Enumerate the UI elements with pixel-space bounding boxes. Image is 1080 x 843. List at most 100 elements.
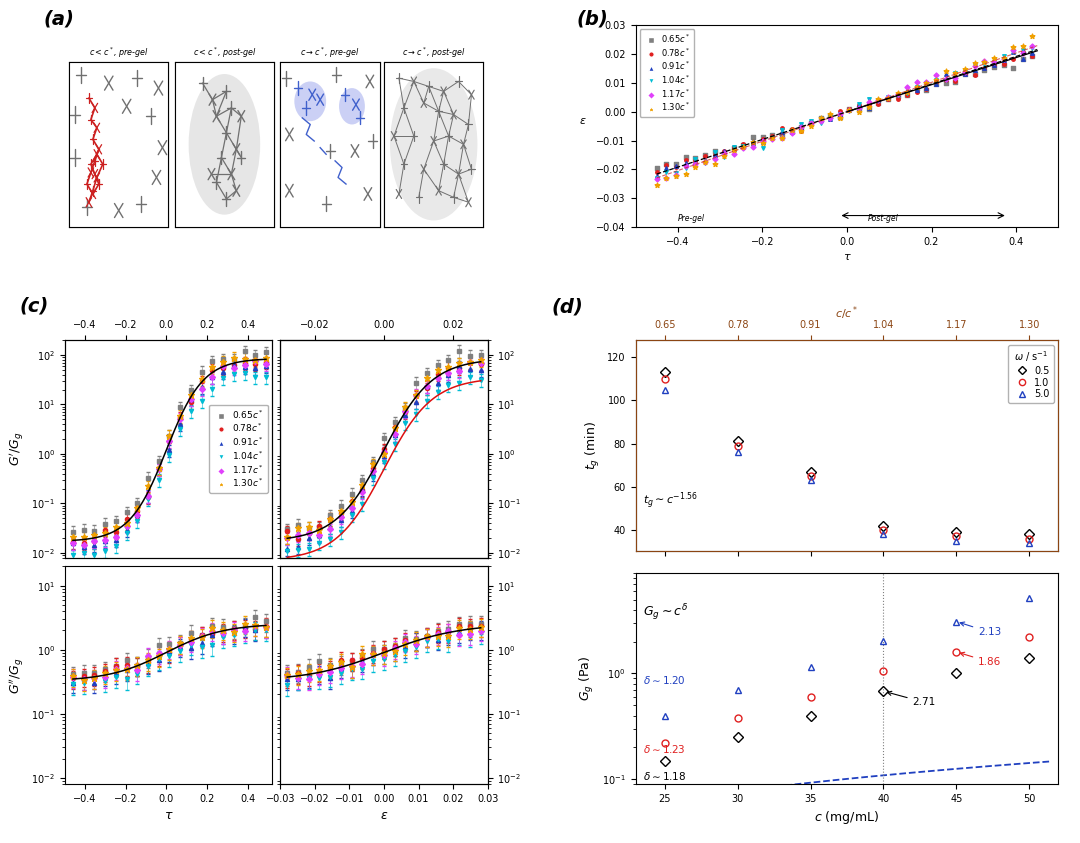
Text: $c < c^*$, pre-gel: $c < c^*$, pre-gel bbox=[89, 46, 149, 60]
Point bbox=[687, 158, 704, 171]
Point bbox=[687, 161, 704, 175]
Point bbox=[995, 58, 1012, 72]
Text: (a): (a) bbox=[43, 9, 75, 28]
Text: (d): (d) bbox=[551, 298, 583, 317]
Point bbox=[648, 179, 665, 192]
Point bbox=[658, 171, 675, 185]
Point bbox=[889, 87, 906, 100]
Ellipse shape bbox=[189, 74, 260, 215]
Point bbox=[985, 58, 1002, 72]
Point bbox=[687, 153, 704, 166]
Point bbox=[1014, 44, 1031, 57]
Point bbox=[734, 141, 752, 154]
Point bbox=[918, 76, 935, 89]
Point bbox=[908, 80, 926, 94]
Point bbox=[985, 55, 1002, 68]
Point bbox=[840, 104, 858, 117]
Point bbox=[667, 157, 685, 170]
Point bbox=[744, 130, 761, 143]
Point bbox=[648, 172, 665, 185]
Point bbox=[677, 159, 694, 173]
Text: 1.86: 1.86 bbox=[960, 652, 1001, 667]
Point bbox=[928, 72, 945, 86]
Point bbox=[783, 123, 800, 137]
Point bbox=[1014, 39, 1031, 52]
Point bbox=[667, 169, 685, 182]
Point bbox=[899, 89, 916, 102]
Point bbox=[793, 125, 810, 138]
Text: 2.71: 2.71 bbox=[888, 691, 936, 707]
Point bbox=[1024, 49, 1041, 62]
Point bbox=[734, 140, 752, 153]
Point bbox=[966, 59, 983, 72]
Point bbox=[734, 138, 752, 152]
Point bbox=[985, 56, 1002, 69]
Point bbox=[734, 139, 752, 153]
Point bbox=[985, 51, 1002, 65]
Point bbox=[899, 86, 916, 99]
Point bbox=[937, 72, 955, 85]
Point bbox=[667, 160, 685, 174]
Point bbox=[832, 111, 849, 125]
Point bbox=[879, 91, 896, 105]
Point bbox=[1004, 40, 1022, 54]
Point bbox=[860, 100, 877, 114]
Point bbox=[677, 161, 694, 175]
X-axis label: $\tau$: $\tau$ bbox=[842, 252, 851, 262]
Point bbox=[985, 60, 1002, 73]
Point bbox=[793, 121, 810, 135]
Point bbox=[764, 130, 781, 143]
Point bbox=[869, 94, 887, 107]
Point bbox=[928, 78, 945, 91]
X-axis label: $c$ (mg/mL): $c$ (mg/mL) bbox=[814, 809, 879, 826]
Point bbox=[802, 119, 820, 132]
Point bbox=[744, 137, 761, 151]
Point bbox=[783, 121, 800, 135]
Point bbox=[773, 126, 791, 139]
Point bbox=[947, 75, 964, 89]
Y-axis label: $t_g$ (min): $t_g$ (min) bbox=[584, 422, 602, 470]
Point bbox=[869, 93, 887, 106]
Point bbox=[802, 116, 820, 130]
Point bbox=[754, 130, 771, 143]
Point bbox=[754, 135, 771, 148]
Text: (b): (b) bbox=[577, 9, 608, 28]
Point bbox=[716, 146, 733, 159]
Point bbox=[697, 155, 714, 169]
Legend: $0.65c^*$, $0.78c^*$, $0.91c^*$, $1.04c^*$, $1.17c^*$, $1.30c^*$: $0.65c^*$, $0.78c^*$, $0.91c^*$, $1.04c^… bbox=[208, 405, 268, 493]
Point bbox=[995, 51, 1012, 64]
Point bbox=[928, 77, 945, 90]
Point bbox=[658, 165, 675, 179]
Point bbox=[860, 96, 877, 110]
Point bbox=[889, 93, 906, 106]
Point bbox=[879, 90, 896, 104]
Point bbox=[822, 110, 839, 124]
Point bbox=[947, 72, 964, 85]
Y-axis label: $G_g$ (Pa): $G_g$ (Pa) bbox=[579, 656, 596, 701]
Point bbox=[1024, 50, 1041, 63]
Point bbox=[725, 147, 742, 160]
Point bbox=[725, 140, 742, 153]
Point bbox=[822, 111, 839, 125]
Text: $\delta \sim 1.20$: $\delta \sim 1.20$ bbox=[643, 674, 686, 685]
Point bbox=[706, 144, 724, 158]
Point bbox=[840, 103, 858, 116]
Point bbox=[995, 57, 1012, 71]
Point bbox=[812, 113, 829, 126]
Point bbox=[908, 81, 926, 94]
Point bbox=[783, 125, 800, 138]
Point bbox=[744, 135, 761, 148]
Point bbox=[734, 141, 752, 154]
Point bbox=[869, 94, 887, 107]
Point bbox=[899, 85, 916, 99]
Point bbox=[937, 77, 955, 90]
Point bbox=[1024, 46, 1041, 59]
FancyBboxPatch shape bbox=[69, 62, 168, 227]
Point bbox=[648, 161, 665, 175]
Point bbox=[793, 121, 810, 134]
Point bbox=[947, 68, 964, 82]
Ellipse shape bbox=[295, 82, 326, 121]
Point bbox=[918, 82, 935, 95]
Point bbox=[677, 153, 694, 167]
Point bbox=[860, 102, 877, 115]
